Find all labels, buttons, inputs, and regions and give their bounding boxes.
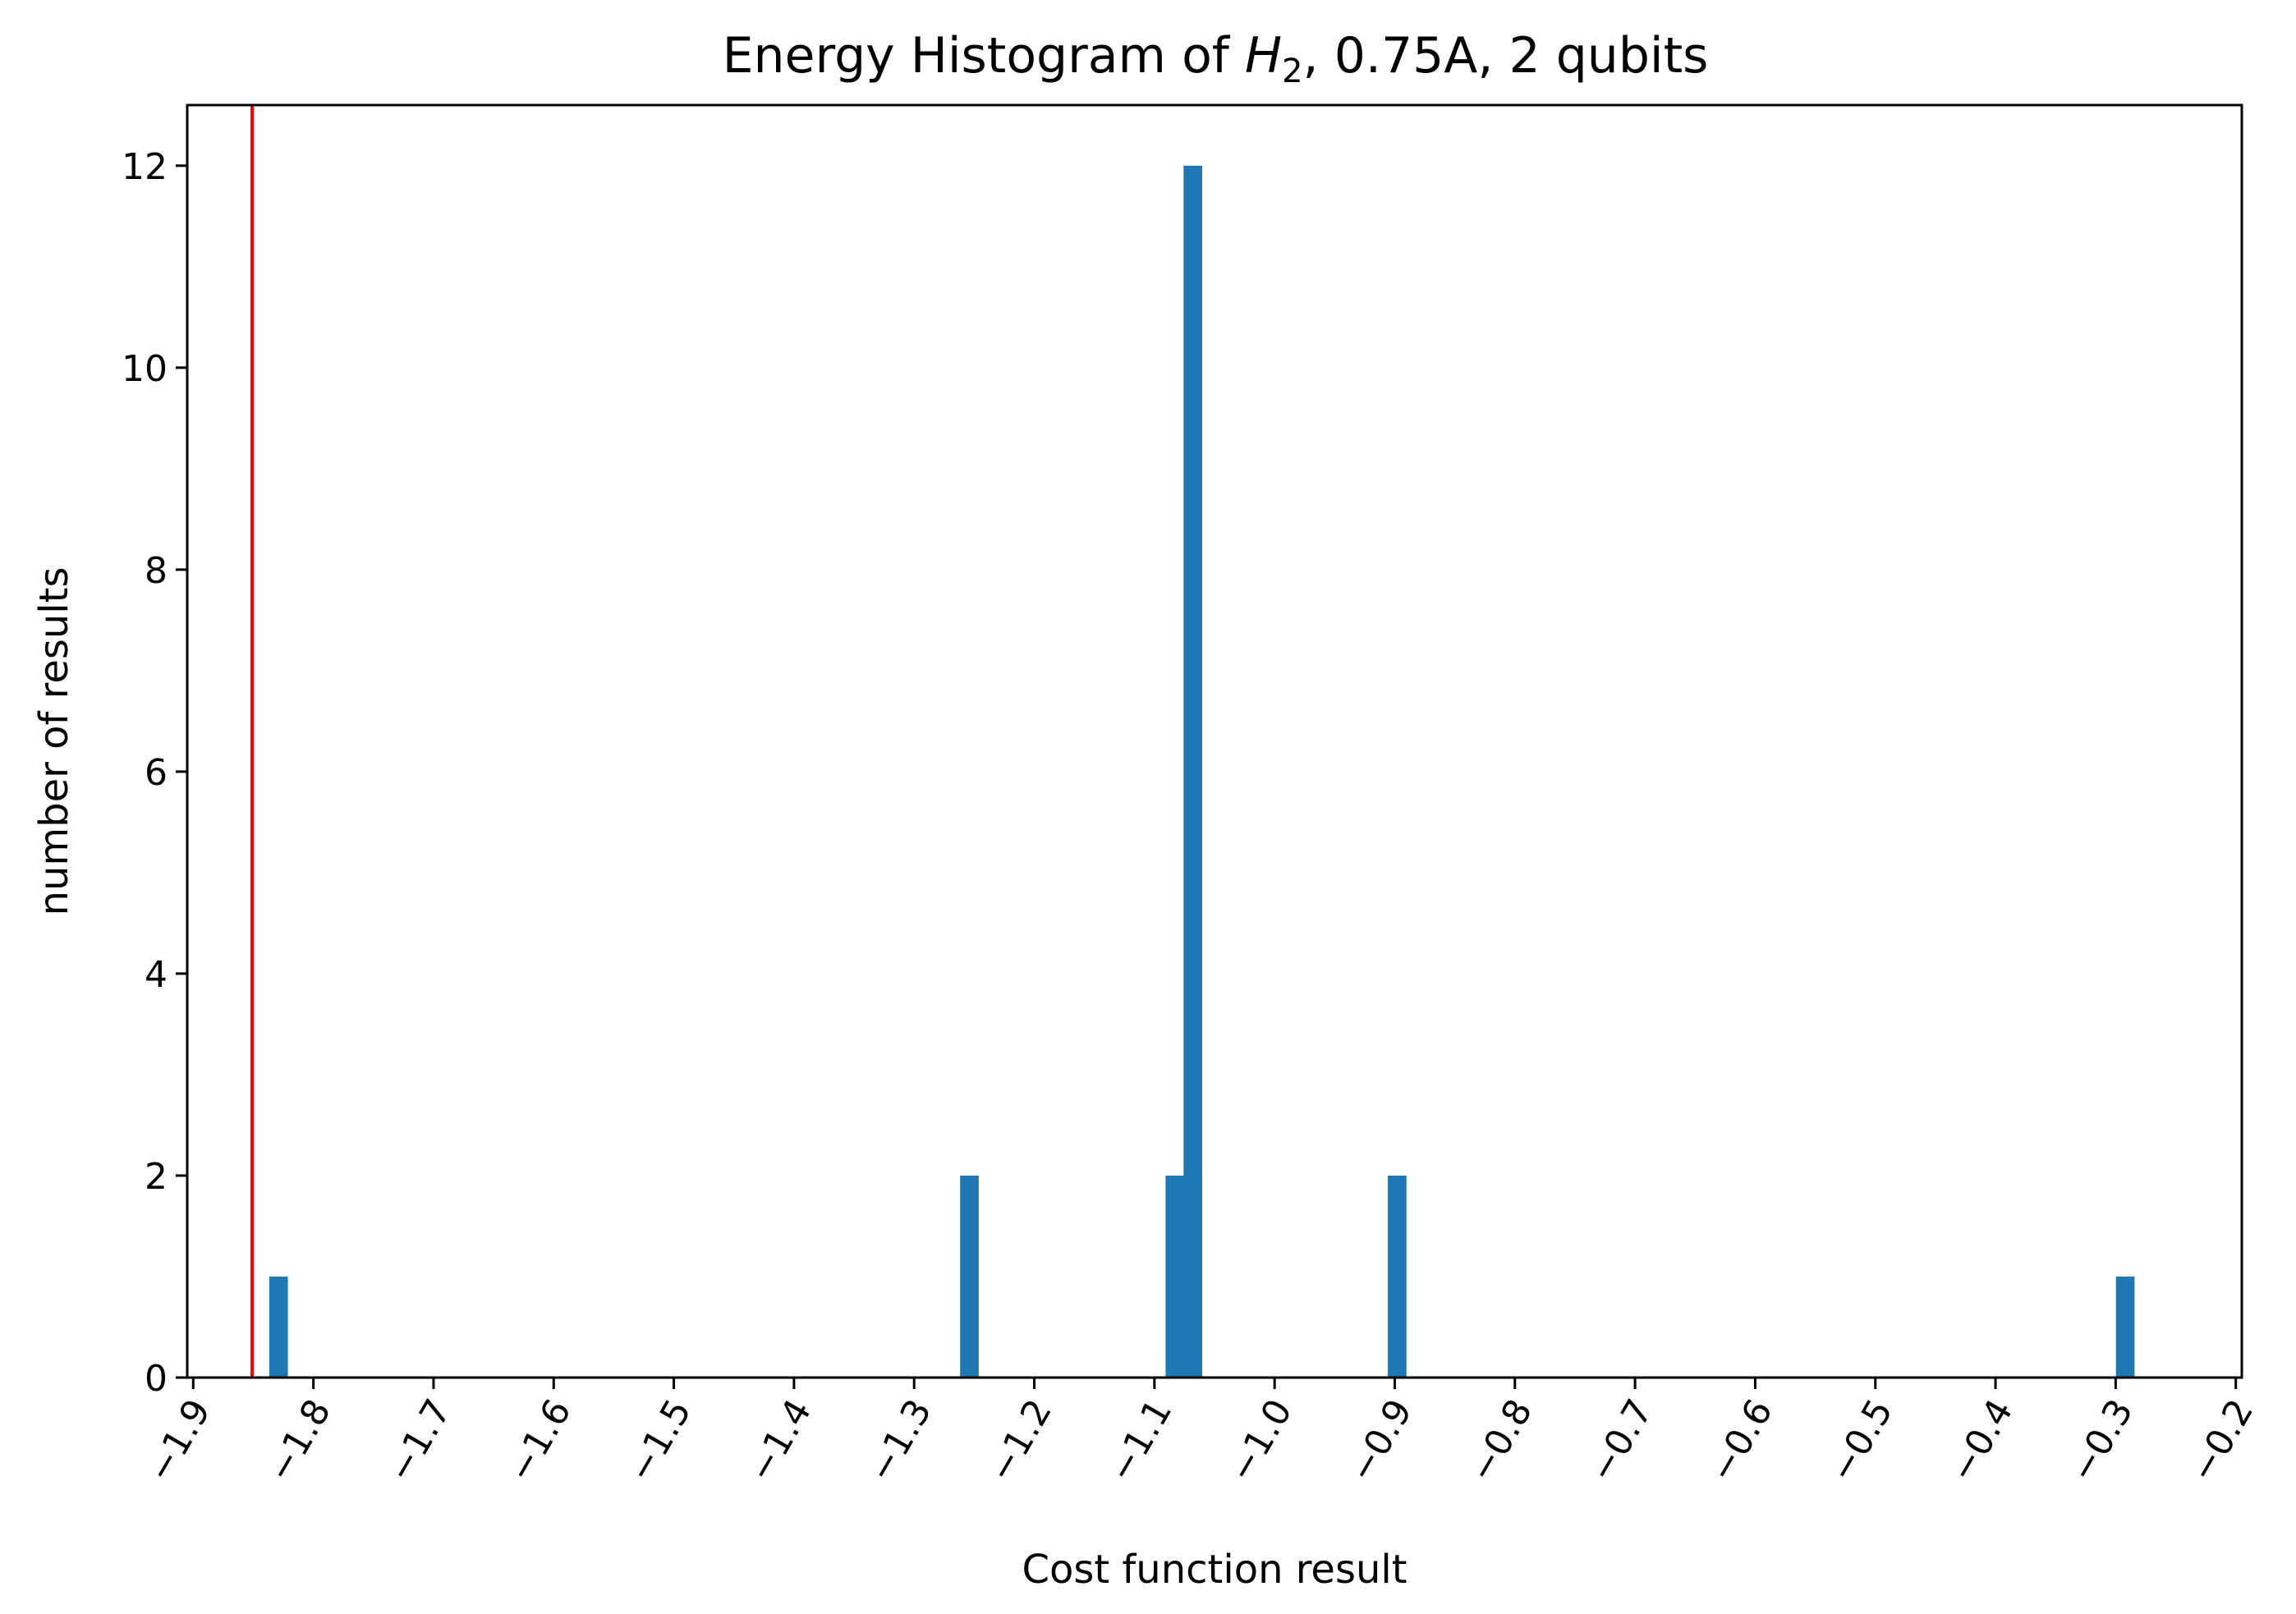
histogram-bar	[2115, 1276, 2135, 1378]
chart-title-prefix: Energy Histogram of	[723, 27, 1245, 85]
histogram-bar	[1388, 1175, 1407, 1378]
y-tick-label: 2	[145, 1156, 168, 1198]
histogram-bar	[269, 1276, 288, 1378]
histogram-bars	[269, 165, 2135, 1378]
y-tick-label: 4	[145, 954, 168, 996]
chart-title: Energy Histogram of H2, 0.75A, 2 qubits	[723, 27, 1709, 90]
histogram-bar	[1165, 1175, 1185, 1378]
y-tick-label: 6	[145, 752, 168, 794]
x-axis-label: Cost function result	[1022, 1547, 1407, 1593]
y-tick-label: 12	[122, 146, 168, 188]
y-axis-ticks: 0 2 4 6 8 10 12	[122, 146, 187, 1400]
histogram-bar	[960, 1175, 979, 1378]
chart-title-suffix: , 0.75A, 2 qubits	[1303, 27, 1709, 85]
chart-title-symbol: H	[1245, 27, 1282, 85]
y-tick-label: 0	[145, 1358, 168, 1400]
y-tick-label: 8	[145, 550, 168, 592]
chart-title-subscript: 2	[1282, 53, 1302, 90]
plot-frame	[186, 103, 2243, 1379]
histogram-bar	[1183, 165, 1202, 1378]
y-axis-label: number of results	[31, 567, 77, 916]
y-tick-label: 10	[122, 348, 168, 390]
